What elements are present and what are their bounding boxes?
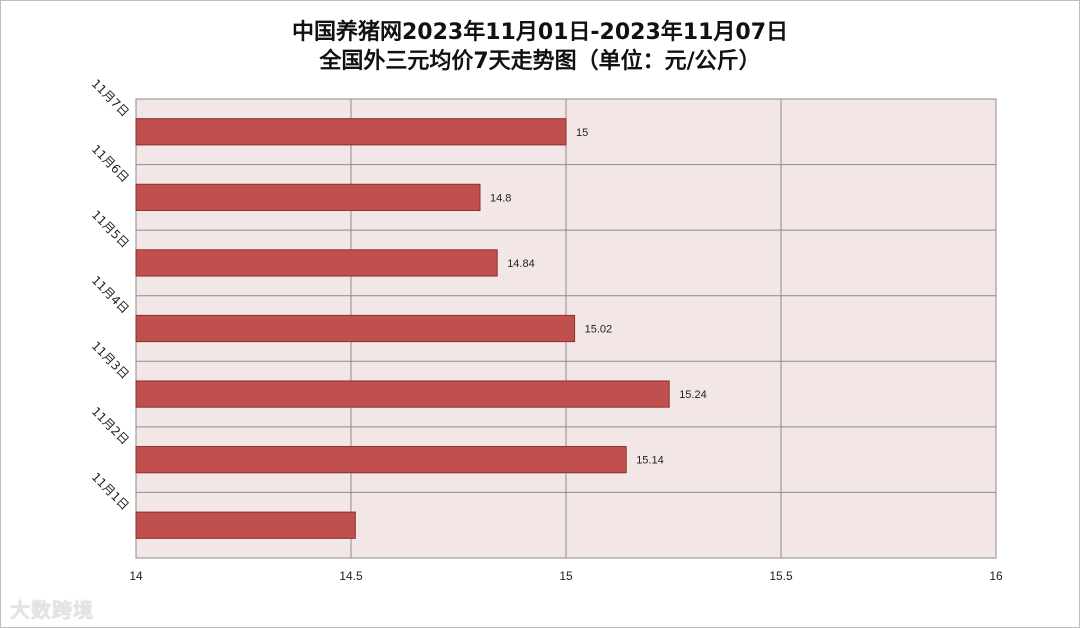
bar-2 <box>135 249 498 277</box>
x-axis-ticks: 14 14.5 15 15.5 16 <box>129 569 1003 583</box>
category-label-2: 11月5日 <box>89 208 132 251</box>
category-label-3: 11月4日 <box>89 273 132 316</box>
bar-5 <box>135 446 627 474</box>
y-axis-categories: 11月7日 11月6日 11月5日 11月4日 11月3日 11月2日 11月1日 <box>89 76 132 512</box>
data-label-5: 15.14 <box>636 455 664 467</box>
bar-3 <box>135 314 576 343</box>
category-label-6: 11月1日 <box>89 470 132 513</box>
bar-1 <box>135 183 481 211</box>
category-label-0: 11月7日 <box>89 76 132 119</box>
bar-0 <box>135 118 567 146</box>
category-label-4: 11月3日 <box>89 339 132 382</box>
data-label-4: 15.24 <box>679 389 707 401</box>
chart-title: 中国养猪网2023年11月01日-2023年11月07日 <box>291 20 789 45</box>
category-label-1: 11月6日 <box>89 142 132 185</box>
x-tick-label-0: 14 <box>129 569 143 583</box>
data-label-1: 14.8 <box>490 192 511 204</box>
category-label-5: 11月2日 <box>89 404 132 447</box>
chart-subtitle: 全国外三元均价7天走势图（单位：元/公斤） <box>319 49 761 74</box>
x-tick-label-2: 15 <box>559 569 573 583</box>
data-labels: 15 14.8 14.84 15.02 15.24 15.14 <box>490 127 707 467</box>
data-label-3: 15.02 <box>585 324 613 336</box>
gridlines <box>135 99 997 558</box>
bar-4 <box>135 380 670 408</box>
x-tick-label-4: 16 <box>989 569 1003 583</box>
bars <box>135 118 670 539</box>
data-label-0: 15 <box>576 127 588 139</box>
bar-6 <box>135 511 356 539</box>
data-label-2: 14.84 <box>507 258 535 270</box>
x-tick-label-1: 14.5 <box>339 569 363 583</box>
watermark-logo: 大数跨境 <box>10 598 94 622</box>
x-tick-label-3: 15.5 <box>769 569 793 583</box>
